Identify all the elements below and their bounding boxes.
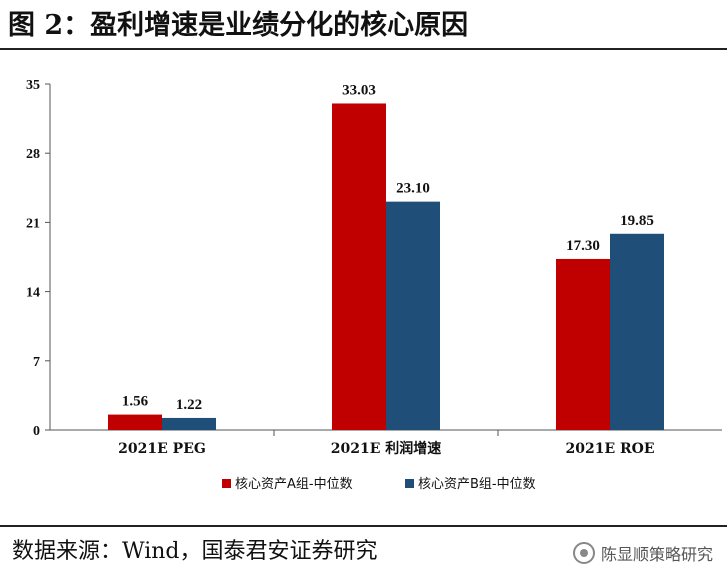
source-note: 数据来源：Wind，国泰君安证券研究: [12, 539, 378, 564]
wechat-icon: [572, 542, 595, 564]
bar: [162, 417, 216, 430]
data-label: 23.10: [396, 181, 430, 197]
bar: [610, 233, 664, 430]
y-tick-label: 21: [26, 216, 40, 231]
legend-label: 核心资产A组-中位数: [235, 477, 353, 492]
legend-swatch: [405, 479, 414, 488]
data-labels: 1.56 1.22 33.03 23.10 17.30 19.85: [122, 82, 654, 412]
y-axis: 0 7 14 21 28 35: [26, 78, 51, 439]
x-category-label: 2021E PEG: [118, 441, 206, 457]
y-tick-label: 7: [33, 355, 40, 370]
y-tick-label: 35: [26, 78, 40, 93]
y-tick-label: 28: [26, 147, 40, 162]
x-axis: 2021E PEG 2021E 利润增速 2021E ROE: [50, 429, 722, 457]
page-title: 图 2：盈利增速是业绩分化的核心原因: [8, 10, 469, 41]
data-label: 1.22: [176, 397, 202, 413]
data-label: 17.30: [566, 238, 600, 254]
data-label: 33.03: [342, 82, 376, 98]
y-tick-label: 0: [33, 424, 40, 439]
x-category-label: 2021E 利润增速: [331, 440, 442, 457]
watermark-text: 陈显顺策略研究: [600, 545, 713, 564]
data-label: 1.56: [122, 394, 149, 410]
bars: [108, 103, 664, 430]
legend: 核心资产A组-中位数 核心资产B组-中位数: [222, 477, 536, 492]
source-divider: [0, 525, 727, 527]
y-tick-label: 14: [26, 286, 40, 301]
legend-swatch: [222, 479, 231, 488]
title-divider: [0, 48, 727, 50]
legend-label: 核心资产B组-中位数: [418, 477, 536, 492]
bar: [386, 201, 440, 430]
bar: [556, 258, 610, 430]
watermark: 陈显顺策略研究: [572, 540, 713, 566]
data-label: 19.85: [620, 213, 654, 229]
bar: [108, 414, 162, 430]
x-category-label: 2021E ROE: [565, 441, 654, 457]
bar: [332, 103, 386, 430]
